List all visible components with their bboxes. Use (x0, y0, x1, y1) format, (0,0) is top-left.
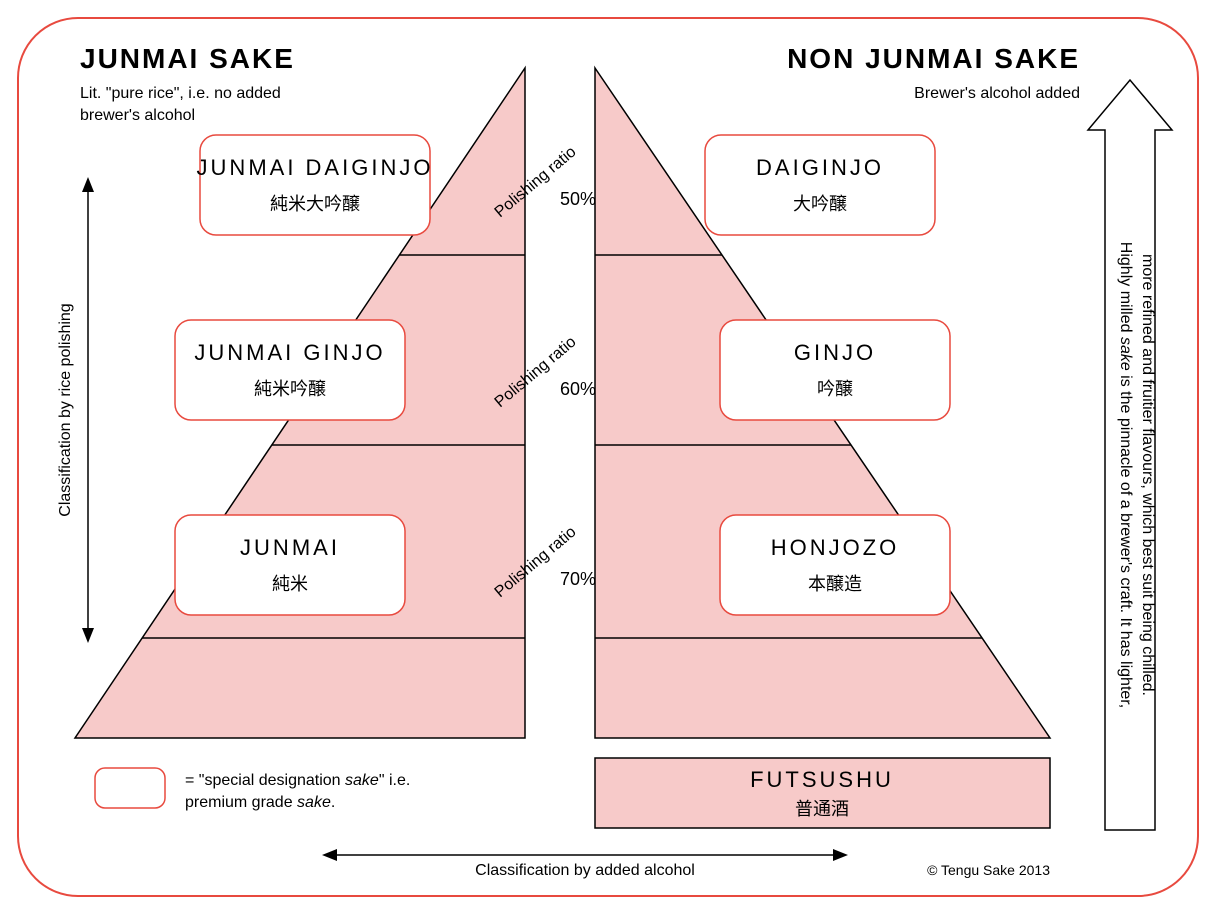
honjozo-jp: 本醸造 (808, 574, 862, 594)
ginjo-jp: 吟醸 (817, 379, 853, 399)
junmai-ginjo-title: JUNMAI GINJO (194, 340, 385, 365)
futsushu-jp: 普通酒 (795, 799, 849, 819)
ginjo-box (720, 320, 950, 420)
junmai-ginjo-box (175, 320, 405, 420)
polishing-ratio-2-value: 60% (560, 379, 596, 399)
junmai-ginjo-jp: 純米吟醸 (254, 379, 326, 399)
non-junmai-title: NON JUNMAI SAKE (787, 43, 1080, 74)
legend-text-1: = "special designation sake" i.e. (185, 772, 410, 789)
daiginjo-jp: 大吟醸 (793, 194, 847, 214)
honjozo-title: HONJOZO (771, 535, 900, 560)
side-note-line1: Highly milled sake is the pinnacle of a … (1117, 242, 1134, 708)
polishing-ratio-3-value: 70% (560, 569, 596, 589)
polishing-ratio-1-value: 50% (560, 189, 596, 209)
copyright-text: © Tengu Sake 2013 (927, 862, 1050, 878)
legend-text-2: premium grade sake. (185, 794, 335, 811)
sake-classification-diagram: JUNMAI SAKE Lit. "pure rice", i.e. no ad… (0, 0, 1216, 914)
non-junmai-subtitle: Brewer's alcohol added (914, 85, 1080, 102)
honjozo-box (720, 515, 950, 615)
junmai-daiginjo-jp: 純米大吟醸 (270, 194, 360, 214)
side-note-line2: more refined and fruitier flavours, whic… (1139, 254, 1156, 696)
ginjo-title: GINJO (794, 340, 876, 365)
daiginjo-box (705, 135, 935, 235)
junmai-daiginjo-box (200, 135, 430, 235)
junmai-tier-jp: 純米 (272, 574, 308, 594)
junmai-subtitle-2: brewer's alcohol (80, 107, 195, 124)
junmai-box (175, 515, 405, 615)
junmai-title: JUNMAI SAKE (80, 43, 295, 74)
daiginjo-title: DAIGINJO (756, 155, 884, 180)
junmai-daiginjo-title: JUNMAI DAIGINJO (197, 155, 434, 180)
junmai-tier-title: JUNMAI (240, 535, 340, 560)
legend-swatch (95, 768, 165, 808)
junmai-subtitle-1: Lit. "pure rice", i.e. no added (80, 85, 281, 102)
vertical-axis-label: Classification by rice polishing (57, 303, 74, 516)
horizontal-axis-label: Classification by added alcohol (475, 862, 695, 879)
futsushu-title: FUTSUSHU (750, 767, 894, 792)
